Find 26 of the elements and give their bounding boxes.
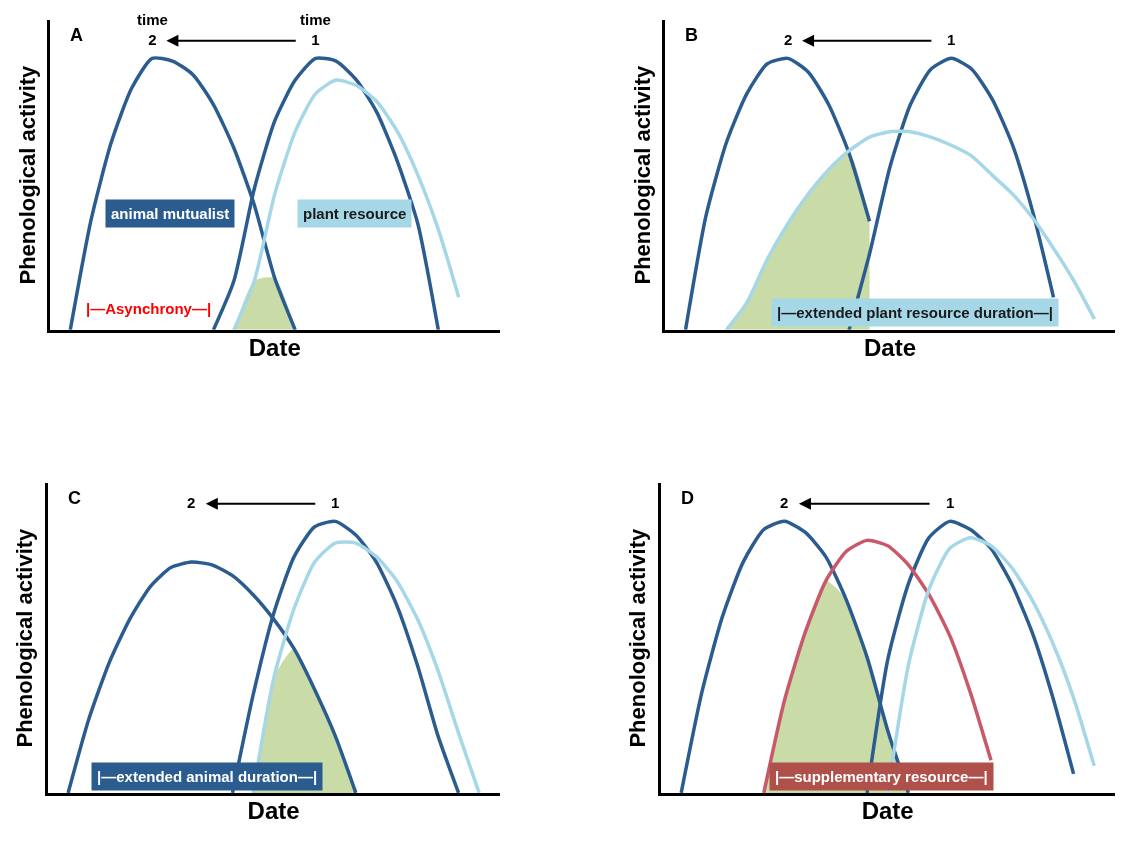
annotation: |—extended animal duration—|	[97, 768, 318, 785]
chart-title: C	[68, 488, 81, 508]
text: 1	[331, 494, 340, 511]
text: time 2	[137, 11, 168, 48]
annotation: |—Asynchrony—|	[86, 300, 212, 317]
series-label: plant resource	[303, 205, 407, 222]
text: 2	[187, 494, 196, 511]
chart-title: D	[681, 488, 694, 508]
chart-title: B	[685, 25, 698, 45]
x-axis-title: Date	[861, 797, 914, 825]
text: time 1	[300, 11, 331, 48]
text: 1	[946, 494, 955, 511]
text: 2	[784, 31, 793, 48]
y-axis-title: Phenological activity	[629, 64, 655, 285]
x-axis-title: Date	[248, 334, 301, 362]
x-axis-title: Date	[247, 797, 300, 825]
text: 2	[780, 494, 789, 511]
text: 1	[947, 31, 956, 48]
annotation: |—extended plant resource duration—|	[777, 304, 1053, 321]
y-axis-title: Phenological activity	[12, 527, 38, 748]
annotation: |—supplementary resource—|	[775, 768, 988, 785]
series-label: animal mutualist	[111, 205, 230, 222]
chart-title: A	[70, 25, 83, 45]
y-axis-title: Phenological activity	[625, 527, 651, 748]
y-axis-title: Phenological activity	[14, 64, 40, 285]
x-axis-title: Date	[863, 334, 916, 362]
